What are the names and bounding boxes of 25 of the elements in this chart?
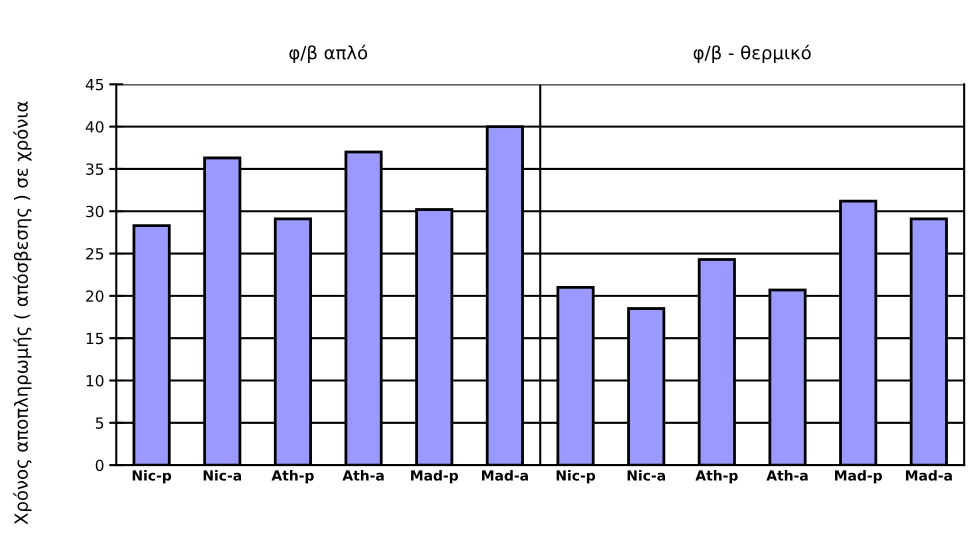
x-tick-label: Mad-p <box>411 470 458 484</box>
x-tick-label: Nic-a <box>204 470 242 481</box>
y-tick-label: 5 <box>96 417 104 429</box>
x-tick-label: Mad-p <box>835 470 882 484</box>
y-tick-label: 45 <box>86 78 104 90</box>
x-tick-label: Nic-p <box>132 470 172 484</box>
y-axis-title: Χρόνος αποπληρωμής ( απόσβεσης ) σε χρόνια <box>13 102 32 524</box>
y-tick-label: 20 <box>86 290 104 302</box>
text: φ/β - θερμικό <box>694 44 811 63</box>
x-tick-label: Ath-p <box>695 470 738 484</box>
y-tick-label: 40 <box>86 121 104 133</box>
y-tick-label: 10 <box>86 374 104 387</box>
x-tick-label: Nic-p <box>556 470 596 484</box>
y-tick-label: 30 <box>86 206 104 218</box>
y-tick-label: 0 <box>96 460 104 472</box>
x-tick-label: Mad-a <box>482 470 528 481</box>
x-tick-label: Ath-a <box>342 470 384 481</box>
x-tick-label: Ath-p <box>272 470 314 484</box>
y-tick-label: 25 <box>86 248 104 260</box>
text: φ/β απλό <box>289 44 368 63</box>
y-tick-label: 35 <box>86 163 104 175</box>
x-tick-label: Ath-a <box>766 470 808 481</box>
y-tick-label: 15 <box>86 332 104 344</box>
x-tick-label: Nic-a <box>628 470 665 481</box>
x-tick-label: Mad-a <box>906 470 952 481</box>
